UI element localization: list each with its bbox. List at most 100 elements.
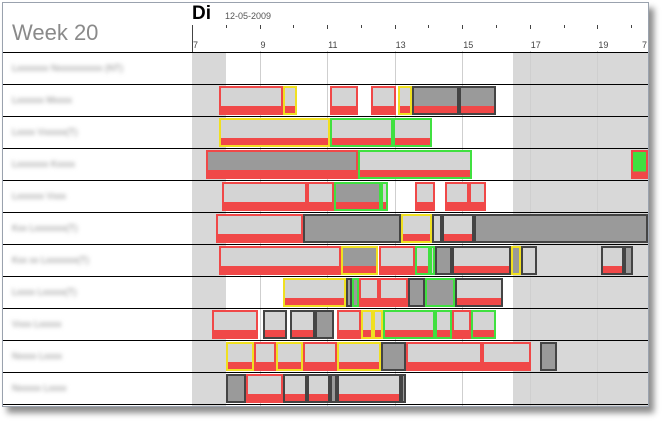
schedule-block[interactable]: [408, 278, 426, 307]
schedule-block[interactable]: [219, 118, 331, 147]
schedule-block[interactable]: [337, 310, 361, 339]
schedule-block[interactable]: [431, 214, 442, 243]
schedule-block[interactable]: [511, 246, 522, 275]
hour-label: 17: [530, 40, 541, 50]
schedule-block[interactable]: [333, 182, 382, 211]
schedule-block[interactable]: [306, 374, 331, 403]
schedule-block[interactable]: [352, 278, 360, 307]
schedule-block[interactable]: [205, 150, 358, 179]
schedule-block[interactable]: [246, 374, 284, 403]
schedule-block[interactable]: [379, 278, 409, 307]
schedule-block[interactable]: [315, 310, 334, 339]
schedule-block[interactable]: [345, 278, 353, 307]
schedule-block[interactable]: [382, 310, 436, 339]
schedule-block[interactable]: [256, 406, 280, 407]
resource-label: Kxx xx Lxxxxxxx(T): [12, 255, 90, 265]
hour-label: 19: [598, 40, 609, 50]
schedule-block[interactable]: [303, 214, 402, 243]
schedule-block[interactable]: [445, 182, 469, 211]
schedule-block[interactable]: [276, 342, 304, 371]
schedule-block[interactable]: [600, 246, 625, 275]
schedule-block[interactable]: [430, 246, 436, 275]
week-label: Week 20: [12, 20, 99, 45]
schedule-block[interactable]: [303, 342, 338, 371]
hour-minor-tick: [428, 25, 430, 28]
schedule-block[interactable]: [337, 342, 382, 371]
schedule-block[interactable]: [306, 182, 334, 211]
schedule-block[interactable]: [406, 342, 483, 371]
day-label: Di: [192, 3, 211, 24]
schedule-block[interactable]: [289, 310, 316, 339]
hour-label: 15: [463, 40, 474, 50]
row-separator: [3, 212, 648, 213]
schedule-block[interactable]: [521, 246, 537, 275]
schedule-block[interactable]: [401, 374, 407, 403]
schedule-block[interactable]: [379, 246, 415, 275]
schedule-block[interactable]: [414, 246, 431, 275]
schedule-block[interactable]: [435, 310, 453, 339]
schedule-block[interactable]: [359, 278, 380, 307]
schedule-block[interactable]: [452, 246, 512, 275]
hour-label: 11: [328, 40, 338, 50]
schedule-block[interactable]: [283, 374, 307, 403]
schedule-block[interactable]: [381, 182, 388, 211]
schedule-block[interactable]: [330, 406, 398, 407]
schedule-block[interactable]: [283, 278, 346, 307]
hour-tick: [192, 25, 193, 29]
schedule-block[interactable]: [212, 310, 258, 339]
schedule-block[interactable]: [371, 86, 397, 115]
schedule-block[interactable]: [441, 214, 475, 243]
schedule-block[interactable]: [219, 246, 341, 275]
schedule-block[interactable]: [468, 182, 486, 211]
schedule-block[interactable]: [452, 310, 471, 339]
hour-label: 7: [642, 40, 648, 50]
schedule-block[interactable]: [219, 86, 284, 115]
schedule-block[interactable]: [398, 86, 412, 115]
schedule-block[interactable]: [254, 342, 277, 371]
schedule-block[interactable]: [280, 406, 321, 407]
schedule-block[interactable]: [337, 374, 402, 403]
resource-label: Vxxx Lxxxxx: [12, 319, 62, 329]
schedule-block[interactable]: [435, 246, 453, 275]
row-separator: [3, 276, 648, 277]
schedule-block[interactable]: [330, 118, 393, 147]
schedule-block[interactable]: [262, 310, 287, 339]
resource-label: Nxxxxx Lxxxx: [12, 383, 67, 393]
row-separator: [3, 52, 648, 53]
row-separator: [3, 148, 648, 149]
schedule-block[interactable]: [372, 310, 383, 339]
schedule-block[interactable]: [330, 374, 338, 403]
schedule-block[interactable]: [330, 86, 358, 115]
schedule-block[interactable]: [381, 342, 407, 371]
schedule-block[interactable]: [474, 214, 648, 243]
schedule-block[interactable]: [215, 214, 304, 243]
schedule-block[interactable]: [482, 342, 532, 371]
schedule-block[interactable]: [222, 182, 307, 211]
row-separator: [3, 180, 648, 181]
schedule-block[interactable]: [392, 118, 432, 147]
schedule-block[interactable]: [357, 150, 473, 179]
schedule-block[interactable]: [470, 310, 496, 339]
row-separator: [3, 340, 648, 341]
resource-label: Kxx Lxxxxxxx(T): [12, 223, 78, 233]
hour-minor-tick: [563, 25, 565, 28]
resource-label: Lxxxx Vxxxxx(T): [12, 127, 78, 137]
schedule-block[interactable]: [425, 278, 456, 307]
schedule-block[interactable]: [340, 246, 378, 275]
schedule-block[interactable]: [206, 406, 257, 407]
schedule-window: Week 20 Di 12-05-2009 7 9 11 13 15 17 19 7 Lxxxx…: [2, 2, 649, 407]
schedule-block[interactable]: [631, 150, 648, 179]
schedule-block[interactable]: [225, 374, 247, 403]
schedule-block[interactable]: [283, 86, 297, 115]
schedule-block[interactable]: [401, 214, 432, 243]
schedule-block[interactable]: [455, 278, 503, 307]
schedule-block[interactable]: [539, 342, 557, 371]
row-separator: [3, 372, 648, 373]
schedule-block[interactable]: [225, 342, 255, 371]
schedule-block[interactable]: [360, 310, 373, 339]
schedule-block[interactable]: [414, 182, 436, 211]
schedule-block[interactable]: [458, 86, 496, 115]
schedule-block[interactable]: [411, 86, 459, 115]
hour-tick: [597, 25, 599, 29]
schedule-block[interactable]: [624, 246, 633, 275]
